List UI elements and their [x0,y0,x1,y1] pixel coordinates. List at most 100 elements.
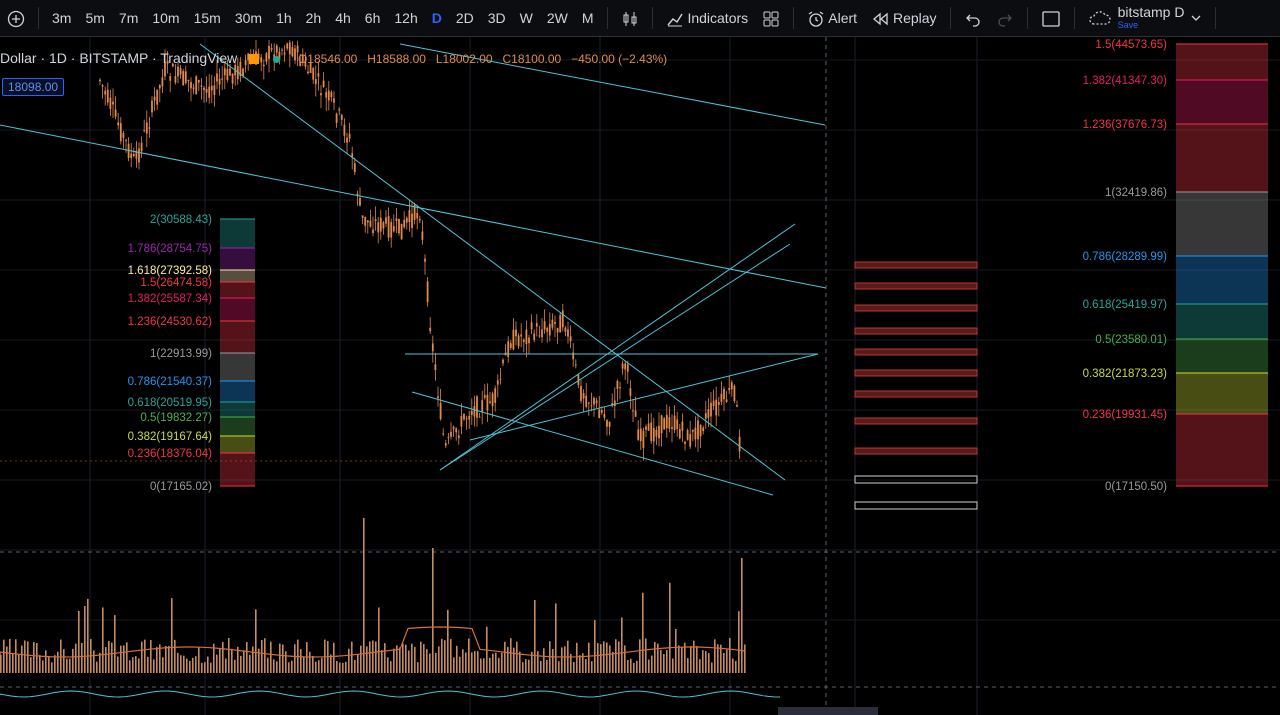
redo-button[interactable] [989,0,1021,36]
volume-bar [249,654,251,673]
candle-body [226,68,229,81]
candle-body [135,150,138,159]
volume-bar [738,611,740,673]
templates-button[interactable] [755,0,787,36]
volume-bar [693,640,695,673]
fib-left-label: 1.786(28754.75) [128,243,213,255]
alert-button[interactable]: Alert [800,0,864,36]
candle-body [645,426,647,430]
fib-zone [220,417,255,436]
volume-bar [564,646,566,673]
trendline [199,43,786,481]
candle-body [678,429,681,439]
chart-type-button[interactable] [614,0,646,36]
undo-button[interactable] [957,0,989,36]
volume-bar [525,659,527,673]
projection-boxes[interactable] [854,261,978,510]
toolbar-separator [1073,7,1075,29]
symbol-title[interactable]: Dollar · 1D · BITSTAMP · TradingView [0,50,238,66]
volume-bar [426,649,428,673]
interval-4h[interactable]: 4h [335,10,351,26]
add-symbol-button[interactable] [0,0,32,36]
candle-body [171,63,174,67]
candle-body [676,419,679,429]
replay-button[interactable]: Replay [864,0,943,36]
candle-body [447,436,450,438]
interval-2h[interactable]: 2h [305,10,322,26]
interval-d[interactable]: D [431,10,442,26]
fib-zone [220,381,255,402]
chevron-down-icon [1192,15,1201,21]
volume-bar [714,639,716,673]
candle-body [603,413,606,418]
candle-body [411,213,413,228]
volume-bar [570,653,572,673]
volume-bar [48,656,50,673]
ohlc-low: L18002.00 [435,52,493,66]
volume-bar [333,642,335,673]
volume-bar [309,651,311,673]
price-chart[interactable]: 2(30588.43) 1.786(28754.75) 1.618(27392.58… [0,37,1280,715]
candle-body [554,322,556,324]
volume-bar [222,641,224,673]
fib-zone [1176,44,1268,80]
volume-bar [489,657,491,673]
interval-3m[interactable]: 3m [52,10,72,26]
interval-1h[interactable]: 1h [276,10,292,26]
volume-bar [276,661,278,673]
volume-bar [555,603,557,673]
interval-w[interactable]: W [519,10,533,26]
indicators-button[interactable]: Indicators [659,0,756,36]
candle-body [416,212,419,219]
volume-bar [690,646,692,673]
volume-bar [330,654,332,673]
candle-body [457,435,460,438]
volume-bar [732,658,734,673]
interval-2d[interactable]: 2D [455,10,474,26]
toolbar-separator [606,7,608,29]
volume-bar [108,640,110,673]
fib-right-label: 1.5(44573.65) [1095,39,1167,51]
interval-15m[interactable]: 15m [193,10,221,26]
volume-bar [408,650,410,673]
interval-7m[interactable]: 7m [118,10,139,26]
volume-bar [546,659,548,673]
volume-bar [81,642,83,673]
volume-bar [438,646,440,673]
candle-body [730,382,733,390]
interval-list: 3m 5m 7m 10m 15m 30m 1h 2h 4h 6h 12h D 2D 3D W 2W M [45,0,601,36]
interval-10m[interactable]: 10m [152,10,180,26]
candle-body [379,217,382,232]
layout-menu[interactable]: bitstamp D Save [1081,0,1210,36]
volume-bar [744,644,746,673]
candle-body [364,216,367,226]
volume-bar [24,640,26,673]
volume-bar [396,645,398,673]
volume-bar [369,641,371,673]
fib-left-label: 1.236(24530.62) [128,316,213,328]
interval-5m[interactable]: 5m [85,10,105,26]
candle-body [738,436,741,452]
interval-30m[interactable]: 30m [234,10,263,26]
volume-bar [411,643,413,673]
rewind-icon [873,12,888,26]
chart-legend[interactable]: Dollar · 1D · BITSTAMP · TradingView O18… [0,50,667,66]
candle-body [673,415,676,430]
interval-m[interactable]: M [581,10,594,26]
interval-3d[interactable]: 3D [487,10,506,26]
volume-bar [228,638,230,673]
indicators-icon [667,13,683,27]
projection-box [854,282,978,290]
interval-12h[interactable]: 12h [394,10,418,26]
candle-body [330,92,333,98]
volume-bar [99,652,101,673]
fullscreen-button[interactable] [1034,0,1068,36]
candle-body [476,396,478,418]
volume-bar [552,648,554,673]
candle-body [117,122,120,126]
interval-2w[interactable]: 2W [546,10,568,26]
candle-body [369,220,372,227]
volume-bar [375,641,377,673]
trendlines[interactable] [0,43,827,496]
interval-6h[interactable]: 6h [364,10,381,26]
